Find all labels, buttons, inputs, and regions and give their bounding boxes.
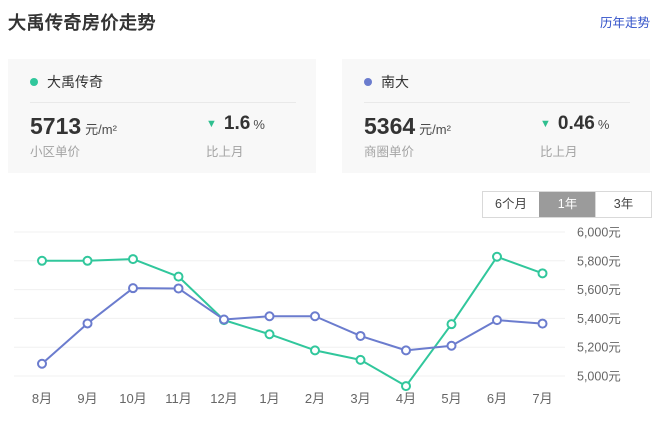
card-community-header: 大禹传奇 (30, 73, 296, 91)
svg-text:3月: 3月 (350, 391, 370, 406)
community-price-value: 5713 (30, 113, 82, 139)
stat-cards: 大禹传奇 5713 元/m² 小区单价 ▼ 1.6 % (8, 59, 650, 173)
card-community-name: 大禹传奇 (47, 74, 103, 90)
district-change-value: 0.46 (557, 113, 595, 134)
line-chart-svg: 6,000元 5,800元 5,600元 5,400元 5,200元 5,000元 8月 9月… (14, 226, 621, 406)
svg-text:11月: 11月 (165, 391, 192, 406)
card-divider (30, 102, 296, 103)
card-district: 南大 5364 元/m² 商圈单价 ▼ 0.46 % 比 (342, 59, 650, 173)
district-price-value: 5364 (364, 113, 416, 139)
history-trend-link[interactable]: 历年走势 (599, 16, 650, 30)
svg-text:6,000元: 6,000元 (577, 226, 621, 240)
svg-text:8月: 8月 (32, 391, 52, 406)
district-change-block: ▼ 0.46 % 比上月 (514, 113, 630, 160)
svg-text:5,200元: 5,200元 (577, 341, 621, 355)
card-community: 大禹传奇 5713 元/m² 小区单价 ▼ 1.6 % (8, 59, 316, 173)
legend-dot-blue-icon (364, 78, 372, 86)
district-price-unit: 元/m² (419, 122, 451, 137)
community-change-block: ▼ 1.6 % 比上月 (180, 113, 296, 160)
community-change-value: 1.6 (223, 113, 251, 134)
svg-text:12月: 12月 (210, 391, 237, 406)
svg-text:10月: 10月 (119, 391, 146, 406)
legend-dot-green-icon (30, 78, 38, 86)
svg-text:9月: 9月 (77, 391, 97, 406)
header: 大禹传奇房价走势 历年走势 (0, 0, 660, 35)
svg-text:5,400元: 5,400元 (577, 312, 621, 326)
svg-text:6月: 6月 (487, 391, 507, 406)
card-divider (364, 102, 630, 103)
svg-text:5,000元: 5,000元 (577, 370, 621, 384)
card-district-body: 5364 元/m² 商圈单价 ▼ 0.46 % 比上月 (364, 113, 630, 160)
svg-text:2月: 2月 (305, 391, 325, 406)
tab-3-years[interactable]: 3年 (595, 192, 651, 217)
card-community-body: 5713 元/m² 小区单价 ▼ 1.6 % 比上月 (30, 113, 296, 160)
community-price-unit: 元/m² (85, 122, 117, 137)
card-district-name: 南大 (381, 74, 409, 90)
district-price-block: 5364 元/m² 商圈单价 (364, 113, 514, 160)
tab-6-months[interactable]: 6个月 (483, 192, 539, 217)
period-tab-group: 6个月 1年 3年 (482, 191, 652, 218)
svg-text:5,800元: 5,800元 (577, 254, 621, 268)
svg-text:5,600元: 5,600元 (577, 283, 621, 297)
period-tabs-row: 6个月 1年 3年 (0, 191, 652, 218)
community-price-block: 5713 元/m² 小区单价 (30, 113, 180, 160)
trend-down-icon: ▼ (206, 118, 217, 130)
district-change-label: 比上月 (540, 145, 578, 159)
price-trend-chart: 6,000元 5,800元 5,600元 5,400元 5,200元 5,000元 8月 9月… (0, 220, 660, 422)
community-change-sign: % (253, 117, 265, 132)
page-title: 大禹传奇房价走势 (8, 13, 156, 33)
svg-text:5月: 5月 (441, 391, 461, 406)
svg-text:7月: 7月 (532, 391, 552, 406)
district-price-label: 商圈单价 (364, 145, 415, 159)
district-change-sign: % (597, 117, 610, 132)
community-price-label: 小区单价 (30, 145, 81, 159)
card-district-header: 南大 (364, 73, 630, 91)
tab-1-year[interactable]: 1年 (539, 192, 595, 217)
svg-text:1月: 1月 (259, 391, 279, 406)
svg-text:4月: 4月 (396, 391, 416, 406)
community-change-label: 比上月 (206, 145, 244, 159)
trend-down-icon: ▼ (540, 118, 551, 130)
